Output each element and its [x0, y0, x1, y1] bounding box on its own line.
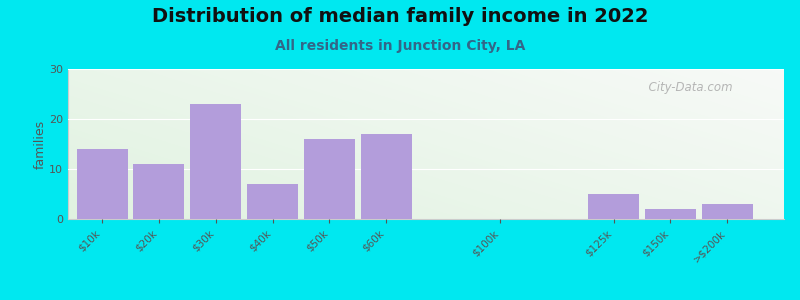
Bar — [134, 164, 185, 219]
Bar — [645, 209, 696, 219]
Text: Distribution of median family income in 2022: Distribution of median family income in … — [152, 8, 648, 26]
Bar — [77, 149, 128, 219]
Bar — [361, 134, 412, 219]
Text: City-Data.com: City-Data.com — [641, 80, 733, 94]
Bar — [247, 184, 298, 219]
Bar — [702, 204, 753, 219]
Bar — [304, 139, 355, 219]
Bar — [190, 104, 242, 219]
Y-axis label: families: families — [34, 119, 46, 169]
Bar — [588, 194, 639, 219]
Text: All residents in Junction City, LA: All residents in Junction City, LA — [275, 39, 525, 53]
